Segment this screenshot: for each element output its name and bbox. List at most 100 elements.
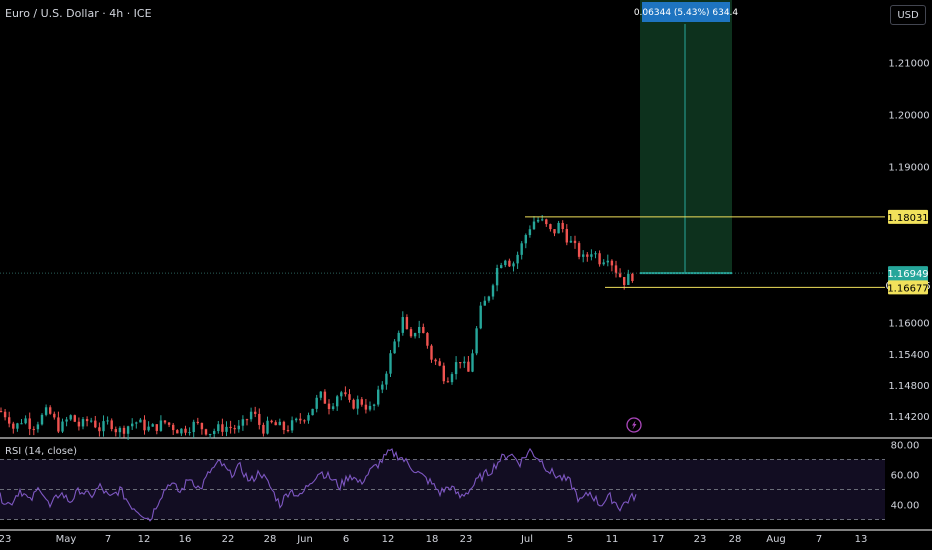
candle — [545, 218, 548, 227]
candle — [590, 249, 593, 261]
candle-body — [290, 420, 294, 431]
candle-body — [450, 374, 454, 383]
candle — [20, 419, 23, 425]
candle-body — [413, 333, 417, 337]
currency-button[interactable]: USD — [890, 5, 926, 25]
candle — [577, 241, 581, 260]
candle-body — [188, 432, 191, 434]
candle-body — [344, 392, 347, 395]
candle — [200, 422, 204, 435]
candle-body — [135, 422, 138, 424]
candle-body — [147, 426, 150, 431]
candle — [126, 425, 130, 440]
candle — [360, 397, 363, 407]
rsi-tick: 80.00 — [891, 441, 920, 452]
time-tick: Jul — [520, 534, 533, 545]
candle — [90, 417, 93, 423]
candle — [516, 251, 519, 269]
candle — [532, 216, 536, 230]
candle — [270, 419, 273, 424]
candle-body — [36, 424, 40, 430]
candle-body — [508, 260, 511, 267]
price-tick: 1.15400 — [888, 350, 929, 361]
candle-body — [3, 411, 7, 418]
candle-body — [430, 345, 433, 360]
candle — [541, 214, 544, 222]
candle-body — [57, 417, 60, 432]
candle — [606, 254, 609, 267]
candle-body — [200, 422, 204, 430]
candle-body — [340, 392, 343, 397]
candle-body — [405, 317, 409, 330]
candle-body — [463, 361, 466, 364]
candle — [303, 419, 306, 424]
candle — [565, 224, 568, 246]
candle-body — [221, 424, 224, 432]
candle — [385, 371, 388, 390]
candle — [618, 268, 622, 278]
time-tick: 13 — [855, 534, 868, 545]
time-tick: May — [56, 534, 77, 545]
candle-body — [295, 418, 298, 421]
time-tick: 18 — [426, 534, 439, 545]
candle-body — [233, 428, 236, 430]
price-tick: 1.21000 — [888, 58, 929, 69]
candle-body — [110, 420, 113, 430]
resistance-price-tag: 1.18031 — [887, 213, 928, 224]
candle-body — [331, 406, 335, 410]
candle-body — [627, 273, 630, 285]
candle-body — [40, 414, 44, 425]
candle — [172, 422, 175, 436]
candle — [586, 252, 589, 262]
candle — [500, 262, 503, 269]
lightning-icon[interactable] — [626, 417, 642, 433]
candle — [44, 404, 48, 417]
candle-body — [245, 419, 249, 421]
candle-body — [249, 411, 253, 420]
candle — [229, 420, 232, 434]
candle-body — [393, 341, 396, 354]
candle-body — [12, 423, 15, 429]
candle-body — [512, 263, 515, 267]
candle — [553, 229, 556, 237]
candle — [430, 344, 433, 363]
candle-body — [73, 415, 76, 422]
candle-body — [336, 396, 339, 407]
candle — [467, 355, 470, 372]
candle — [213, 428, 216, 438]
candle-body — [467, 361, 470, 372]
candle — [77, 417, 81, 431]
candle-body — [500, 265, 503, 269]
candle-body — [266, 420, 269, 434]
candle — [16, 422, 19, 432]
candle — [377, 385, 380, 407]
candle — [495, 264, 499, 292]
rsi-tick: 40.00 — [891, 501, 920, 512]
candle — [536, 217, 540, 223]
candle-body — [94, 420, 97, 428]
candle-body — [303, 420, 306, 422]
candle — [61, 418, 64, 434]
candle-body — [126, 426, 130, 434]
candle-body — [258, 413, 261, 425]
candle — [372, 403, 376, 411]
candle-body — [8, 417, 11, 424]
price-tick: 1.19000 — [888, 162, 929, 173]
time-tick: 7 — [105, 534, 111, 545]
time-tick: 23 — [0, 534, 11, 545]
candle — [106, 416, 109, 425]
price-tick: 1.16000 — [888, 319, 929, 330]
candle — [348, 389, 351, 403]
support-price-tag: 1.16677 — [887, 283, 928, 294]
time-tick: 5 — [567, 534, 573, 545]
candle-body — [69, 415, 72, 420]
measure-label-box — [642, 2, 730, 22]
candle — [274, 420, 277, 426]
candle-body — [385, 373, 388, 385]
candle-body — [139, 419, 142, 423]
candle — [598, 250, 601, 267]
candle — [319, 390, 322, 401]
candle-body — [368, 405, 372, 410]
candle — [135, 421, 138, 429]
candle — [208, 433, 212, 439]
